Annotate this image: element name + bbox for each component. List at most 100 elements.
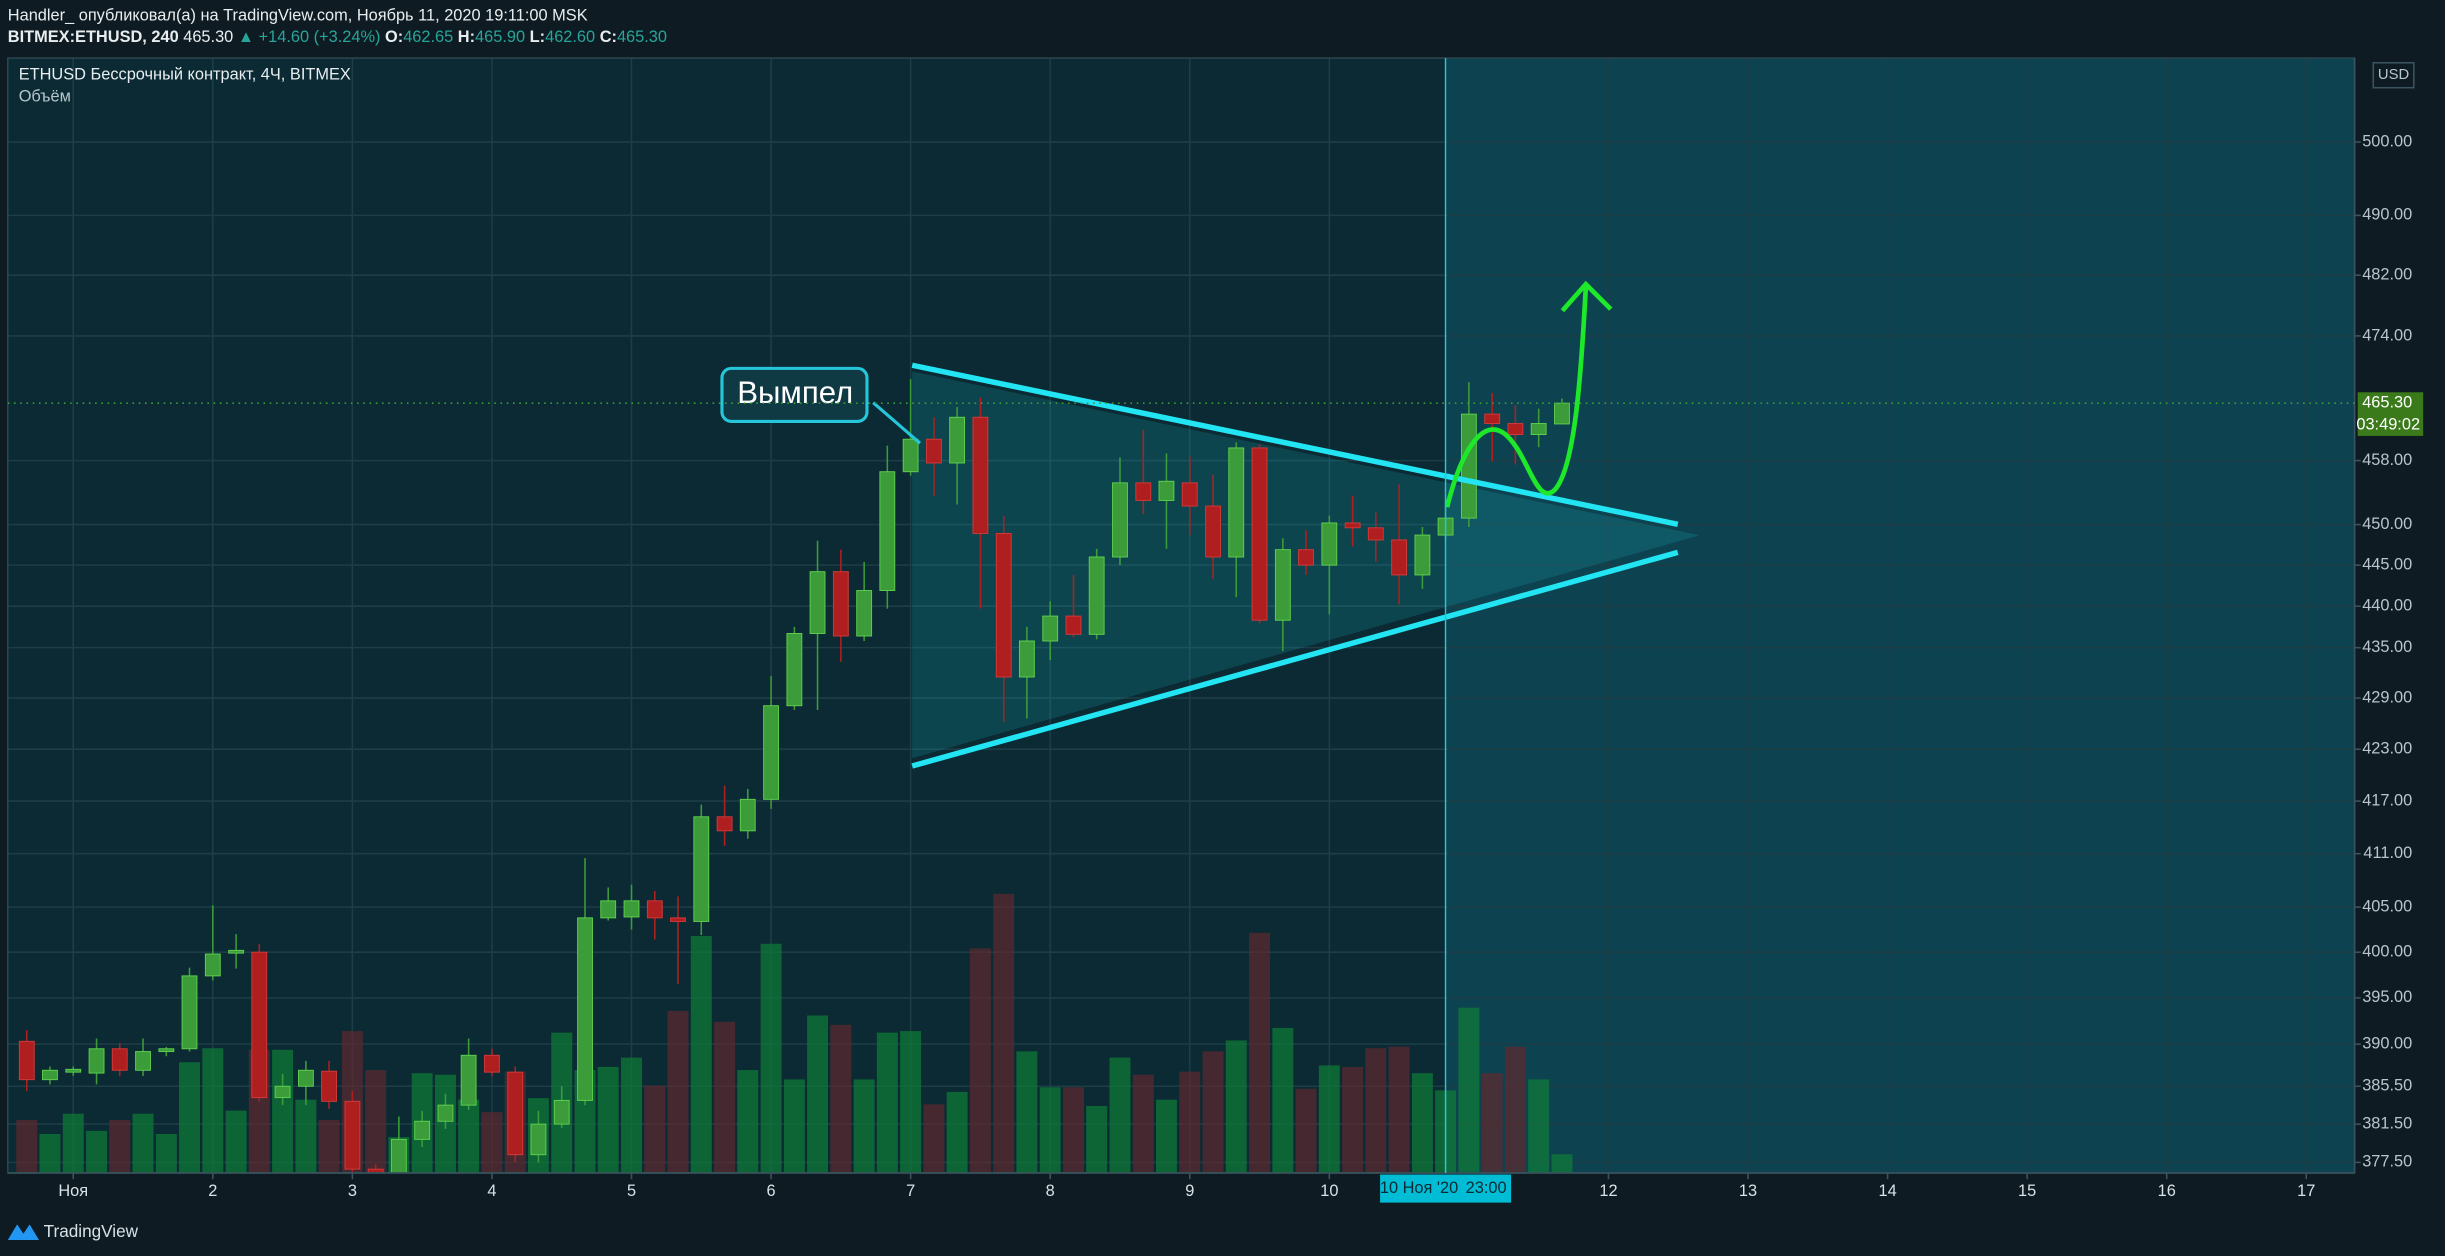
- candle-body: [18, 1040, 35, 1081]
- ohlc-value: 465.30: [617, 28, 667, 46]
- volume-bar: [969, 948, 991, 1173]
- volume-bar: [272, 1049, 294, 1173]
- x-tick-label: 12: [1599, 1182, 1617, 1200]
- candle-body: [949, 416, 966, 464]
- candle-body: [297, 1069, 314, 1087]
- callout-pointer: [872, 401, 922, 445]
- ohlc-label: O:: [385, 28, 403, 46]
- annotation: Вымпел: [737, 375, 853, 410]
- volume-bar: [1039, 1087, 1061, 1173]
- volume-bar: [1318, 1065, 1340, 1173]
- axes: 377.50 381.50 385.50 390.00 395.00 400.00 405.…: [58, 132, 2412, 1200]
- ohlc-label: C:: [600, 28, 617, 46]
- y-tick-label: 482.00: [2362, 265, 2412, 283]
- volume-bar: [1388, 1046, 1410, 1173]
- candle-body: [1530, 423, 1547, 435]
- volume-bar: [830, 1024, 852, 1173]
- y-tick-label: 440.00: [2362, 596, 2412, 614]
- candle-body: [646, 900, 663, 919]
- x-tick-label: 8: [1046, 1182, 1055, 1200]
- y-tick-label: 445.00: [2362, 555, 2412, 573]
- pennant-upper-line: [911, 362, 1679, 527]
- candles: [18, 379, 1570, 1173]
- brand-logo: [7, 1224, 39, 1241]
- volume-bar: [853, 1079, 875, 1173]
- volume-bar: [783, 1079, 805, 1173]
- grid: [7, 58, 2355, 1173]
- x-tick-label: 14: [1878, 1182, 1896, 1200]
- volume-bar: [225, 1110, 247, 1173]
- candle-body: [1251, 447, 1268, 621]
- candle-body: [577, 917, 593, 1101]
- volume-bar: [295, 1099, 317, 1173]
- y-tick-label: 377.50: [2362, 1153, 2412, 1171]
- candle-body: [460, 1054, 477, 1106]
- candle-body: [530, 1123, 547, 1156]
- candle-body: [367, 1168, 384, 1173]
- candle-body: [204, 953, 221, 977]
- x-tick-label: 16: [2158, 1182, 2176, 1200]
- forecast-arrowhead: [1560, 280, 1613, 313]
- brand[interactable]: TradingView: [44, 1221, 139, 1241]
- volume-bar: [946, 1091, 968, 1173]
- x-tick-label: 7: [906, 1182, 915, 1200]
- candle-body: [321, 1070, 337, 1102]
- candle-body: [1344, 522, 1361, 529]
- volume-bar: [365, 1070, 387, 1173]
- y-tick-label: 417.00: [2362, 791, 2412, 809]
- candle-body: [1321, 522, 1338, 566]
- volume-bar: [1365, 1048, 1387, 1173]
- candle-body: [786, 633, 803, 707]
- candle-body: [1088, 556, 1105, 635]
- crosshair-date: 10 Ноя '20: [1380, 1179, 1458, 1197]
- volume-bar: [876, 1032, 898, 1173]
- volume-bar: [737, 1070, 759, 1173]
- candle-body: [1018, 640, 1035, 678]
- candle-body: [926, 438, 942, 464]
- volume-bar: [202, 1048, 224, 1173]
- volume-bar: [760, 943, 782, 1173]
- currency: USD: [2378, 67, 2409, 83]
- x-tick-label: 6: [767, 1182, 776, 1200]
- crosshair-time: 23:00: [1466, 1179, 1507, 1197]
- volume-pane: [16, 893, 1573, 1173]
- volume-bar: [109, 1119, 131, 1173]
- volume-bar: [1063, 1087, 1084, 1173]
- candle-body: [88, 1048, 105, 1074]
- candle-body: [1484, 413, 1501, 424]
- candle-body: [251, 951, 268, 1099]
- candle-body: [739, 798, 756, 832]
- candle-body: [809, 571, 826, 634]
- last-price-label: 465.30: [2362, 394, 2412, 412]
- candle-body: [879, 471, 896, 591]
- candle-body: [1367, 527, 1384, 541]
- volume-bar: [597, 1066, 619, 1173]
- volume-bar: [1249, 932, 1271, 1173]
- volume-bar: [1295, 1088, 1317, 1173]
- x-tick-label: 17: [2297, 1182, 2315, 1200]
- candle-body: [414, 1120, 431, 1140]
- volume-bar: [993, 893, 1015, 1173]
- volume-bar: [481, 1112, 503, 1173]
- volume-bar: [1155, 1099, 1177, 1173]
- y-tick-label: 429.00: [2362, 688, 2412, 706]
- x-tick-label: 10: [1320, 1182, 1338, 1200]
- symbol: BITMEX:ETHUSD, 240: [8, 28, 179, 46]
- callout-box: [720, 366, 869, 423]
- x-tick-label: 3: [348, 1182, 357, 1200]
- pennant-lower-line: [911, 549, 1679, 769]
- candle-body: [228, 949, 245, 954]
- ohlc-value: 462.60: [545, 28, 595, 46]
- candle-body: [693, 816, 710, 922]
- candle-body: [484, 1054, 500, 1073]
- volume-bar: [1551, 1154, 1573, 1173]
- volume-bar: [1016, 1051, 1038, 1173]
- volume-bar: [86, 1130, 108, 1173]
- change: ▲ +14.60 (+3.24%): [238, 28, 381, 46]
- volume-bar: [39, 1133, 61, 1173]
- volume-bar: [621, 1057, 642, 1173]
- forecast-curve: [1444, 287, 1589, 508]
- symbol-line: BITMEX:ETHUSD, 240 465.30 ▲ +14.60 (+3.2…: [8, 28, 667, 46]
- candle-body: [390, 1138, 407, 1173]
